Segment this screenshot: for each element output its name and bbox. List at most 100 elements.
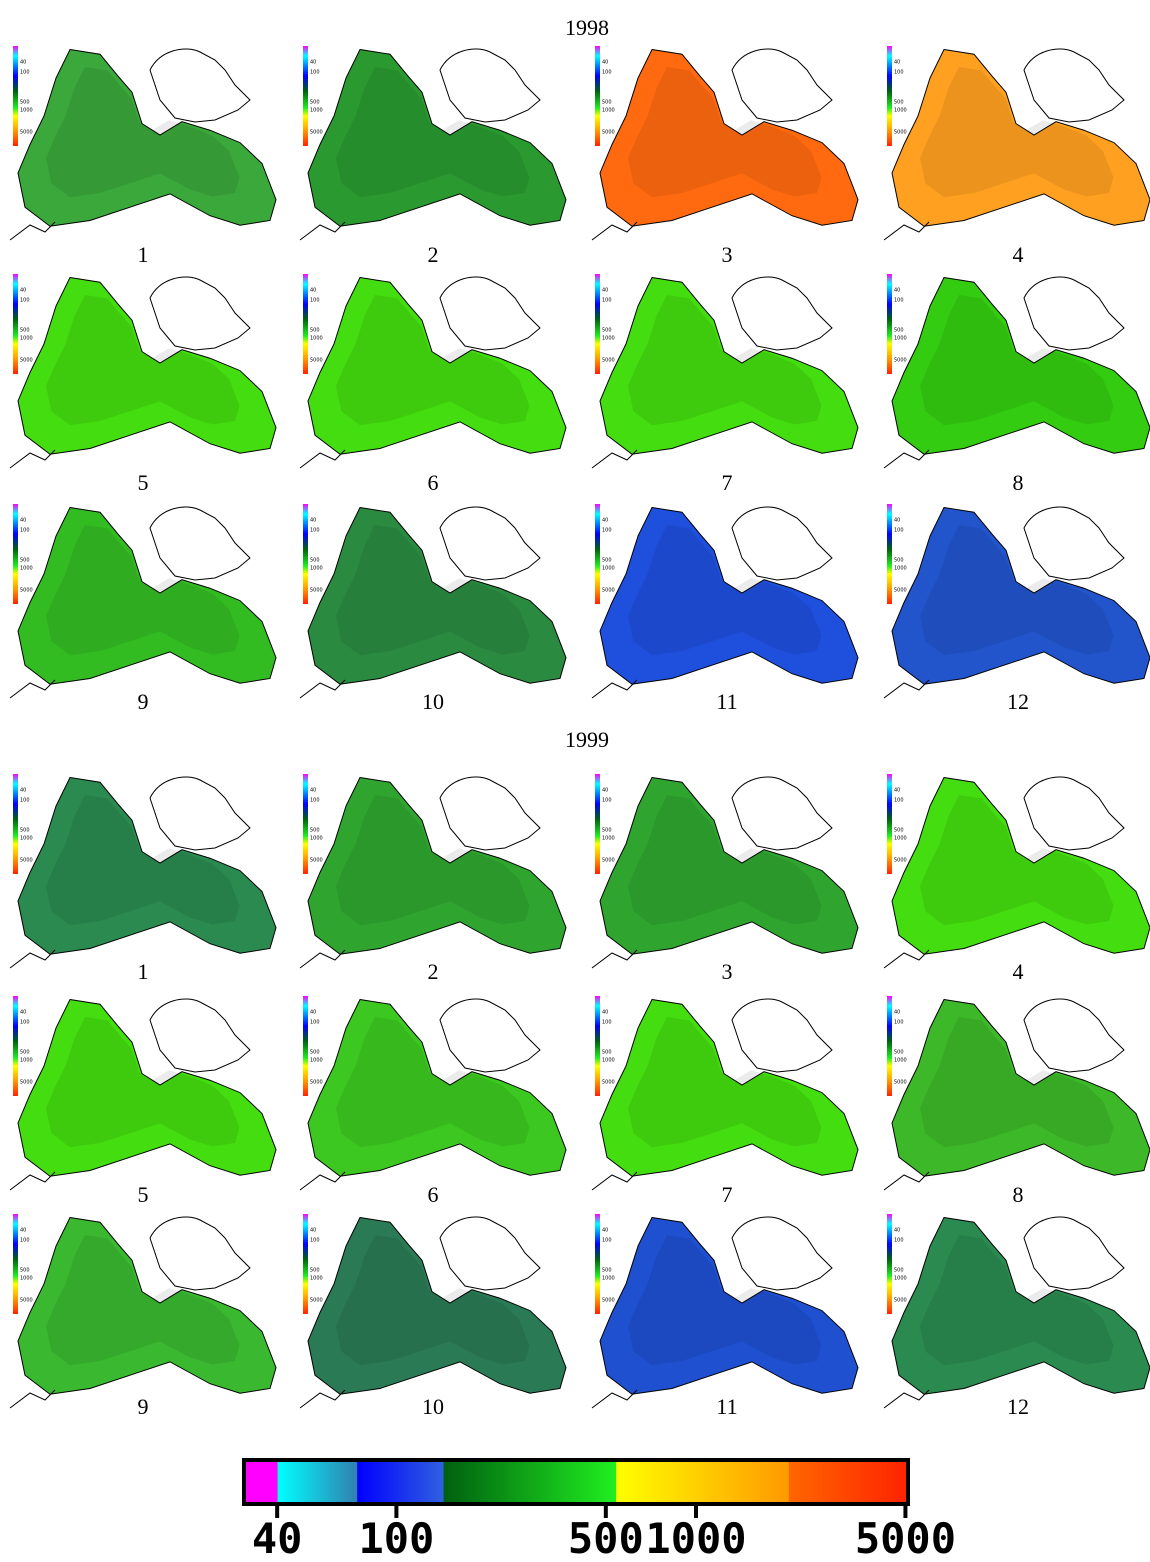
coastline <box>731 1216 833 1291</box>
coastline <box>299 949 346 969</box>
mini-colorbar-label: 40 <box>602 518 608 524</box>
mini-colorbar-label: 500 <box>310 828 320 834</box>
sea <box>17 48 277 227</box>
coastline <box>149 48 251 123</box>
coastline <box>9 949 56 969</box>
sea <box>307 506 567 685</box>
coastline <box>731 276 833 351</box>
mini-colorbar-label: 1000 <box>894 1276 907 1282</box>
coastline <box>439 506 541 581</box>
mini-colorbar-label: 500 <box>894 558 904 564</box>
map-panel: 40 100 500 1000 5000 <box>299 1214 567 1409</box>
panel-label: 5 <box>138 470 149 495</box>
panel-label: 12 <box>1007 1394 1029 1419</box>
map-panel: 40 100 500 1000 5000 <box>883 274 1150 469</box>
map-panel: 40 100 500 1000 5000 <box>591 1214 859 1409</box>
mini-colorbar-label: 5000 <box>894 588 907 594</box>
mini-colorbar-label: 100 <box>310 1020 320 1026</box>
coastline <box>1023 276 1125 351</box>
mini-colorbar-label: 5000 <box>894 1080 907 1086</box>
coastline <box>439 1216 541 1291</box>
coastline <box>439 48 541 123</box>
sea <box>17 1216 277 1395</box>
mini-colorbar-label: 100 <box>894 798 904 804</box>
coastline <box>149 1216 251 1291</box>
coastline <box>1023 506 1125 581</box>
coastline <box>591 1171 638 1191</box>
mini-colorbar-label: 5000 <box>602 858 615 864</box>
panel-label: 12 <box>1007 689 1029 714</box>
mini-colorbar-label: 1000 <box>310 1276 323 1282</box>
mini-colorbar-label: 1000 <box>310 336 323 342</box>
map-panel: 40 100 500 1000 5000 <box>299 274 567 469</box>
mini-colorbar-label: 100 <box>310 298 320 304</box>
mini-colorbar-label: 5000 <box>894 130 907 136</box>
colorbar-label: 40 <box>252 1514 303 1562</box>
mini-colorbar-label: 500 <box>310 1050 320 1056</box>
sea-texture <box>920 525 1114 656</box>
map-panel: 40 100 500 1000 5000 <box>591 504 859 699</box>
panel-label: 2 <box>428 959 439 984</box>
mini-colorbar-label: 100 <box>894 70 904 76</box>
sea <box>307 776 567 955</box>
mini-colorbar-label: 5000 <box>20 588 33 594</box>
sea-texture <box>628 295 822 426</box>
sea <box>599 1216 859 1395</box>
mini-colorbar <box>303 46 308 146</box>
mini-colorbar-label: 500 <box>20 558 30 564</box>
mini-colorbar-label: 5000 <box>310 130 323 136</box>
map-panel: 40 100 500 1000 5000 <box>591 274 859 469</box>
mini-colorbar <box>13 504 18 604</box>
map-panel: 40 100 500 1000 5000 <box>299 996 567 1191</box>
coastline <box>883 679 930 699</box>
panel-label: 9 <box>138 689 149 714</box>
sea-texture <box>336 1017 530 1148</box>
mini-colorbar-label: 100 <box>602 528 612 534</box>
coastline <box>731 998 833 1073</box>
map-panel: 40 100 500 1000 5000 <box>9 46 277 241</box>
sea <box>891 776 1150 955</box>
sea-texture <box>46 795 240 926</box>
mini-colorbar-label: 40 <box>602 788 608 794</box>
mini-colorbar-label: 100 <box>310 798 320 804</box>
mini-colorbar <box>303 774 308 874</box>
sea <box>307 276 567 455</box>
mini-colorbar <box>303 1214 308 1314</box>
colorbar-label: 5000 <box>855 1514 956 1562</box>
sea-texture <box>920 67 1114 198</box>
mini-colorbar-label: 40 <box>602 1228 608 1234</box>
colorbar <box>242 1458 910 1506</box>
coastline <box>591 449 638 469</box>
coastline <box>883 949 930 969</box>
mini-colorbar-label: 1000 <box>310 836 323 842</box>
mini-colorbar-label: 100 <box>602 1020 612 1026</box>
coastline <box>439 998 541 1073</box>
mini-colorbar-label: 500 <box>894 828 904 834</box>
sea-texture <box>46 295 240 426</box>
mini-colorbar-label: 100 <box>20 798 30 804</box>
panel-label: 11 <box>716 1394 737 1419</box>
panel-label: 3 <box>722 959 733 984</box>
panel-label: 1 <box>138 242 149 267</box>
mini-colorbar-label: 5000 <box>310 858 323 864</box>
mini-colorbar-label: 5000 <box>20 1080 33 1086</box>
mini-colorbar-label: 5000 <box>602 1298 615 1304</box>
mini-colorbar-label: 1000 <box>894 108 907 114</box>
mini-colorbar-label: 40 <box>602 1010 608 1016</box>
mini-colorbar-label: 1000 <box>602 566 615 572</box>
sea-texture <box>920 295 1114 426</box>
sea-texture <box>920 1235 1114 1366</box>
panel-label: 10 <box>422 689 444 714</box>
mini-colorbar-label: 40 <box>602 60 608 66</box>
map-panel: 40 100 500 1000 5000 <box>883 504 1150 699</box>
panel-label: 6 <box>428 1182 439 1207</box>
mini-colorbar-label: 500 <box>602 1268 612 1274</box>
mini-colorbar-label: 1000 <box>20 336 33 342</box>
mini-colorbar-label: 1000 <box>20 1276 33 1282</box>
sea-texture <box>628 1017 822 1148</box>
mini-colorbar-label: 5000 <box>20 130 33 136</box>
mini-colorbar-label: 100 <box>20 528 30 534</box>
coastline <box>1023 1216 1125 1291</box>
sea <box>307 998 567 1177</box>
